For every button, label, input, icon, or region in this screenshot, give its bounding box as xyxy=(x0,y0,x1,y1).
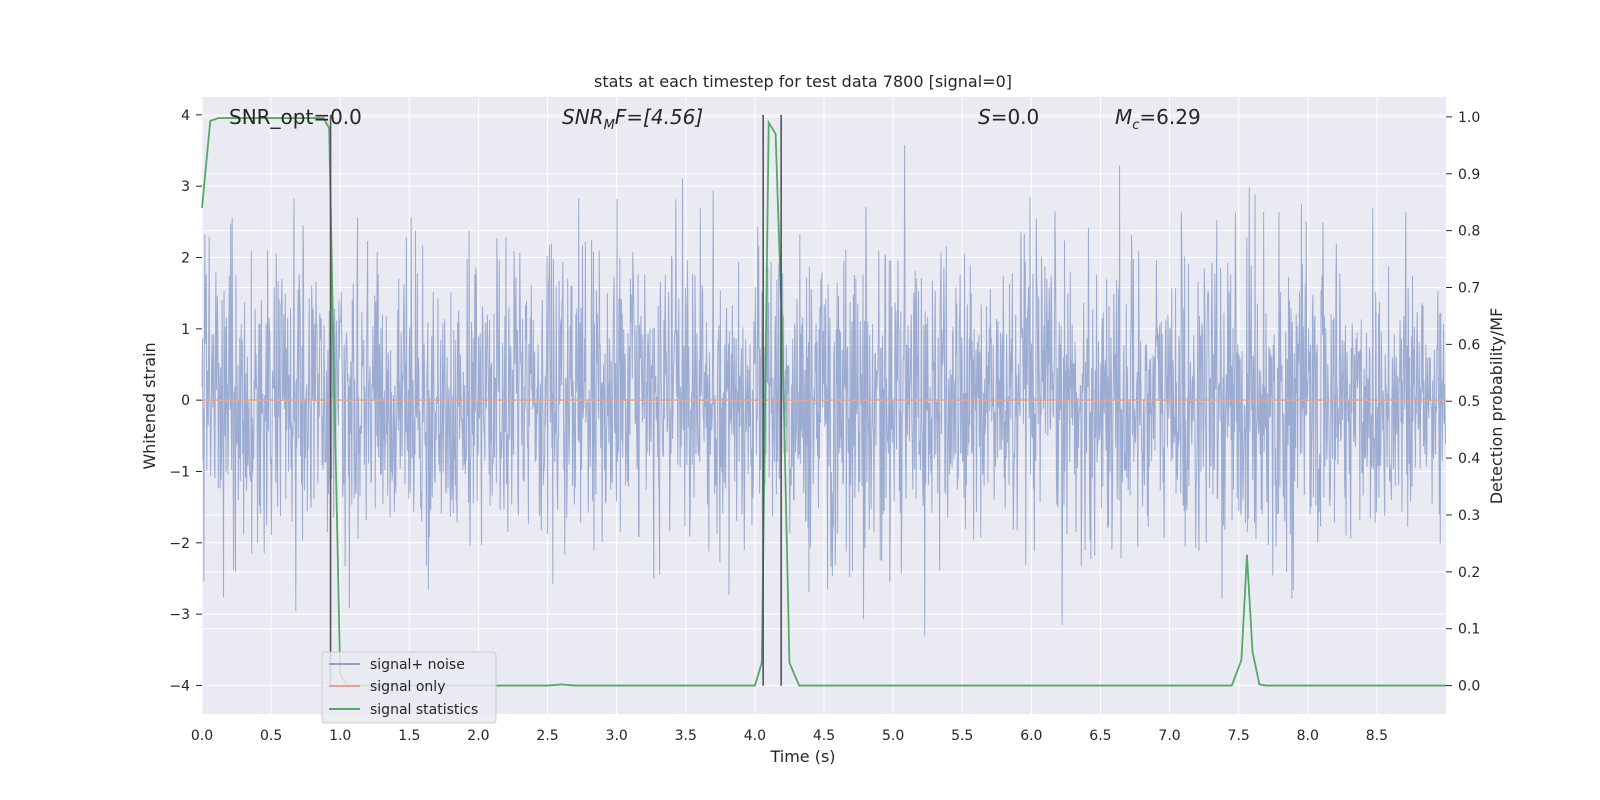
x-tick-label: 3.0 xyxy=(606,728,628,744)
x-tick-label: 1.5 xyxy=(398,728,420,744)
x-tick-label: 2.0 xyxy=(467,728,489,744)
series-signal-noise-line xyxy=(201,145,1447,636)
x-tick-label: 4.0 xyxy=(744,728,766,744)
legend-label-signal-statistics: signal statistics xyxy=(370,702,478,718)
x-tick-label: 8.5 xyxy=(1366,728,1388,744)
axes-decor: stats at each timestep for test data 780… xyxy=(140,72,1506,766)
x-tick-label: 7.5 xyxy=(1228,728,1250,744)
x-tick-label: 2.5 xyxy=(536,728,558,744)
annotation-snr-mf-italic: SNR xyxy=(562,105,604,129)
x-tick-label: 5.0 xyxy=(882,728,904,744)
annotation-mc-rest: =6.29 xyxy=(1139,105,1200,129)
y-tick-label: −4 xyxy=(169,678,190,694)
annotation-mc: Mc=6.29 xyxy=(1115,105,1201,133)
annotation-snr-opt: SNR_opt=0.0 xyxy=(229,105,362,129)
y-right-tick-label: 0.6 xyxy=(1458,337,1480,353)
legend-label-signal-noise: signal+ noise xyxy=(370,657,465,673)
y-right-tick-label: 0.3 xyxy=(1458,508,1480,524)
y-tick-label: 3 xyxy=(181,179,190,195)
y-right-tick-label: 0.1 xyxy=(1458,622,1480,638)
legend-label-signal-only: signal only xyxy=(370,679,445,695)
chart-title: stats at each timestep for test data 780… xyxy=(594,72,1012,91)
x-tick-label: 6.5 xyxy=(1089,728,1111,744)
y-right-tick-label: 0.0 xyxy=(1458,679,1480,695)
annotation-s-rest: =0.0 xyxy=(991,105,1040,129)
plot-area: 0.0 0.5 1.0 1.5 2.0 2.5 3.0 3.5 4.0 4.5 5.0 5.5 6.0 6… xyxy=(169,97,1480,744)
annotation-mc-sub: c xyxy=(1132,118,1139,133)
annotation-snr-mf: SNRMF=[4.56] xyxy=(562,105,703,133)
y-right-tick-label: 0.7 xyxy=(1458,281,1480,297)
y-right-tick-label: 1.0 xyxy=(1458,110,1480,126)
y-tick-label: 2 xyxy=(181,250,190,266)
legend: signal+ noise signal only signal statist… xyxy=(321,651,497,724)
y-tick-label: −3 xyxy=(169,607,190,623)
y-tick-label: −1 xyxy=(169,464,190,480)
x-tick-label: 3.5 xyxy=(675,728,697,744)
series-signal-statistics-line xyxy=(201,117,1446,687)
legend-box xyxy=(321,651,497,724)
x-axis-label: Time (s) xyxy=(769,747,835,766)
annotation-s: S=0.0 xyxy=(978,105,1039,129)
annotation-snr-mf-rest: F=[4.56] xyxy=(615,105,703,129)
y-right-tick-label: 0.8 xyxy=(1458,224,1480,240)
y-axis-label: Whitened strain xyxy=(140,342,159,469)
annotation-mc-italic: M xyxy=(1115,105,1132,129)
y-right-axis-label: Detection probability/MF xyxy=(1487,308,1506,505)
y-tick-label: −2 xyxy=(169,536,190,552)
y-right-tick-label: 0.5 xyxy=(1458,394,1480,410)
x-tick-label: 6.0 xyxy=(1020,728,1042,744)
x-tick-label: 4.5 xyxy=(813,728,835,744)
x-tick-label: 5.5 xyxy=(951,728,973,744)
y-right-tick-label: 0.4 xyxy=(1458,451,1480,467)
y-right-tick-label: 0.2 xyxy=(1458,565,1480,581)
y-right-tick-label: 0.9 xyxy=(1458,167,1480,183)
y-tick-label: 0 xyxy=(181,393,190,409)
annotation-s-italic: S xyxy=(978,105,991,129)
y-tick-label: 4 xyxy=(181,108,190,124)
x-tick-label: 0.5 xyxy=(260,728,282,744)
x-tick-label: 8.0 xyxy=(1297,728,1319,744)
y-tick-label: 1 xyxy=(181,322,190,338)
annotation-snr-mf-sub: M xyxy=(604,118,615,133)
x-tick-label: 0.0 xyxy=(191,728,213,744)
x-tick-label: 7.0 xyxy=(1158,728,1180,744)
x-tick-label: 1.0 xyxy=(329,728,351,744)
